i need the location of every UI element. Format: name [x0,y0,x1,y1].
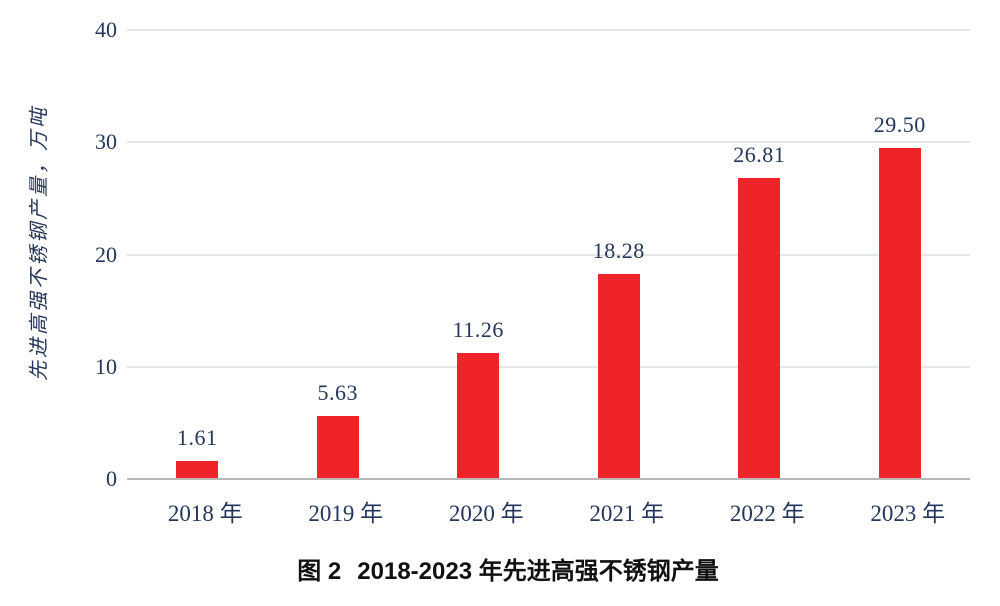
gridline-y-10 [127,365,970,368]
x-tick-label-2023: 2023 年 [870,501,946,526]
gridline-y-20 [127,253,970,256]
bar-2022 [738,178,781,478]
x-tick-label-2021: 2021 年 [589,501,665,526]
y-tick-label-40: 40 [95,17,117,42]
bar-2018 [176,460,219,478]
bar-2020 [457,352,500,478]
x-axis-baseline [127,478,970,480]
value-label-2021: 18.28 [592,237,645,263]
y-tick-label-30: 30 [95,129,117,155]
value-label-2023: 29.50 [873,111,926,137]
x-tick-label-2020: 2020 年 [448,501,524,526]
figure-caption: 图 2 2018-2023 年先进高强不锈钢产量 [297,557,718,587]
value-label-2019: 5.63 [317,379,358,405]
bar-2021 [597,273,640,478]
y-tick-label-20: 20 [95,241,117,267]
value-label-2018: 1.61 [177,424,218,450]
value-label-2020: 11.26 [452,316,504,342]
figure-caption-label: 图 2 [297,558,342,585]
x-tick-label-2019: 2019 年 [308,501,384,526]
bar-2023 [878,147,921,478]
x-tick-label-2022: 2022 年 [729,501,805,526]
y-tick-label-0: 0 [106,466,117,491]
value-label-2022: 26.81 [733,142,786,168]
gridline-y-40 [127,29,970,31]
figure-caption-text: 2018-2023 年先进高强不锈钢产量 [357,558,719,585]
bar-2019 [316,415,359,478]
x-tick-label-2018: 2018 年 [167,501,243,526]
y-tick-label-10: 10 [95,353,117,379]
gridline-y-30 [127,141,970,144]
